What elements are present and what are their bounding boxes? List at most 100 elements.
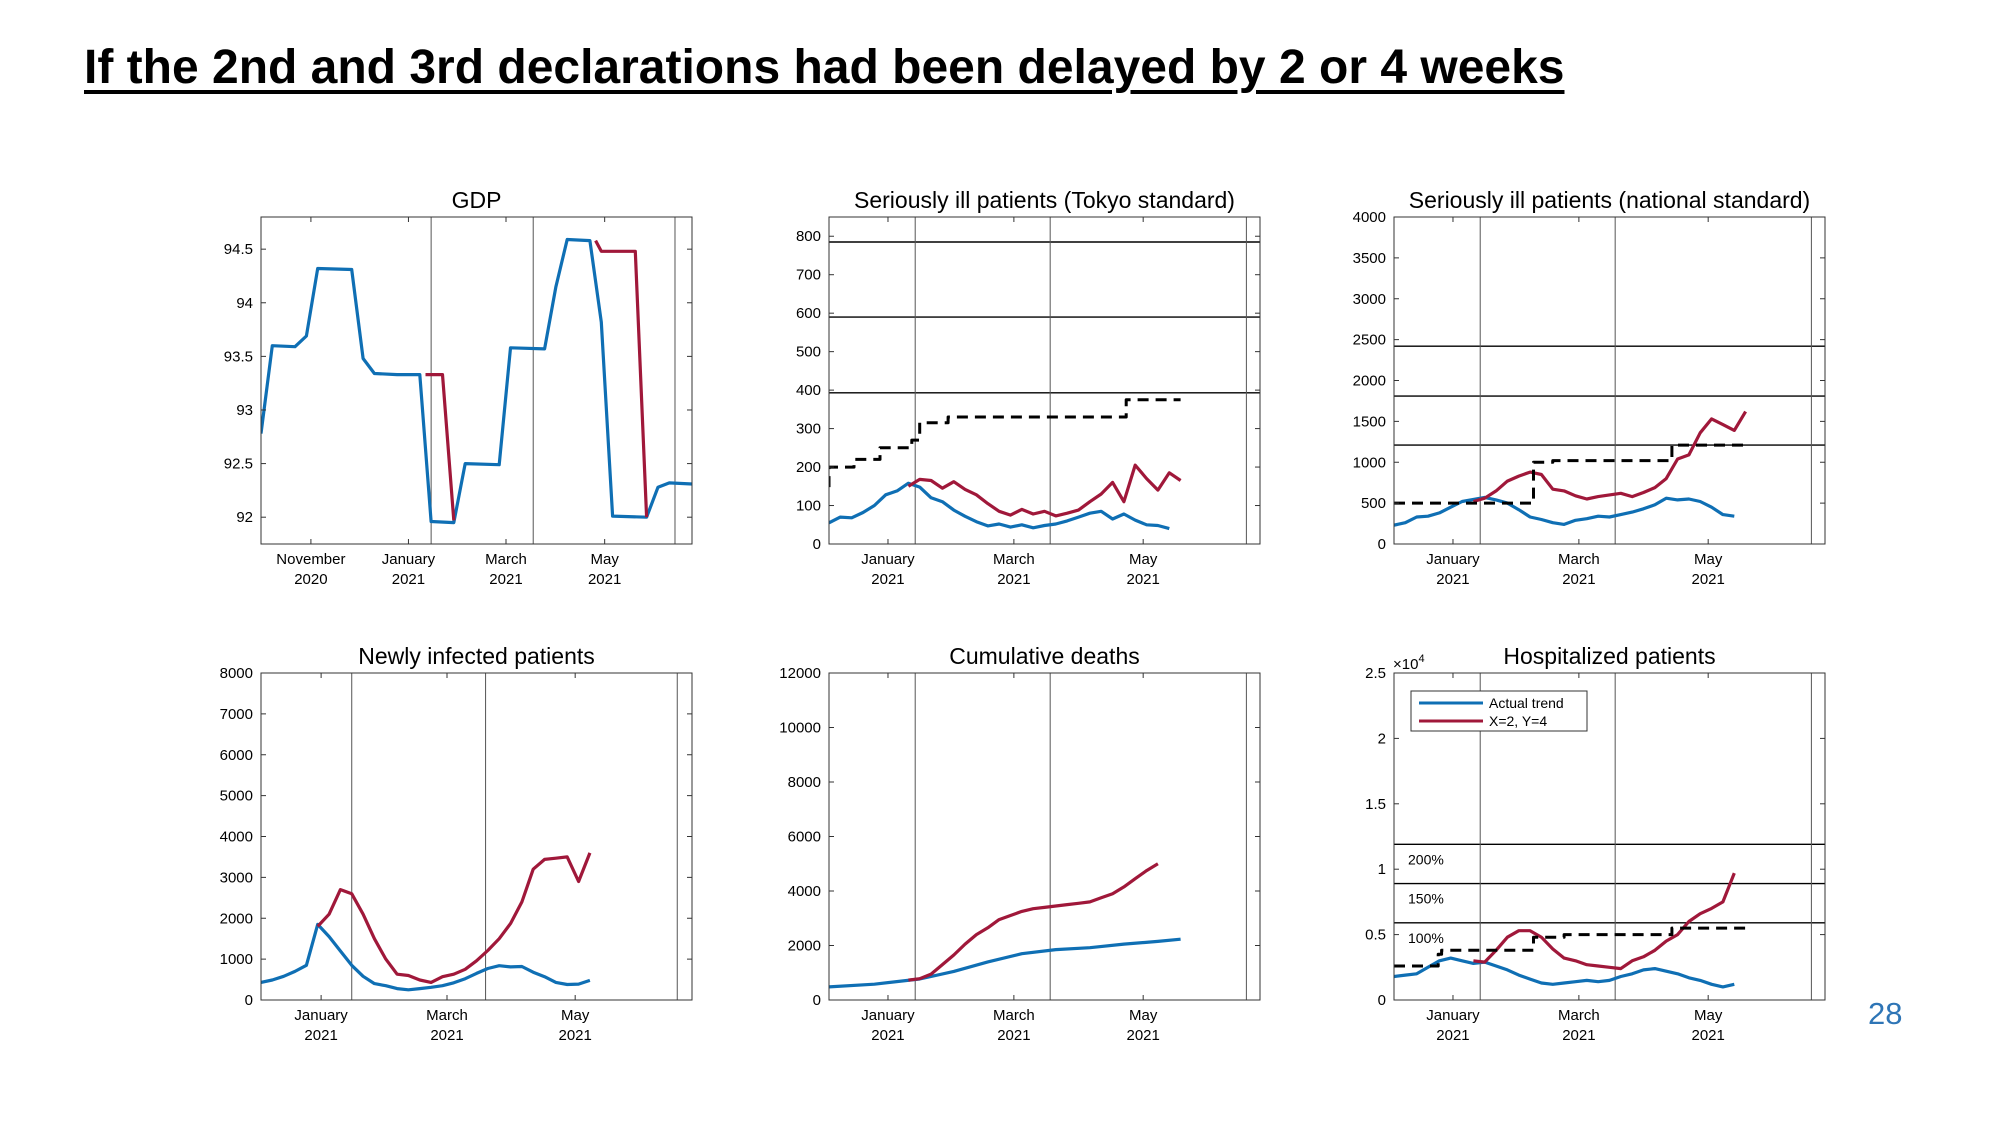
y-tick-label: 2000 bbox=[788, 938, 821, 955]
y-tick-label: 2000 bbox=[1353, 373, 1386, 390]
x-tick-label: March bbox=[485, 551, 527, 568]
x-tick-label-year: 2021 bbox=[997, 1027, 1030, 1044]
x-tick-label: March bbox=[1558, 1007, 1600, 1024]
y-tick-label: 0 bbox=[245, 992, 253, 1009]
plot-frame bbox=[828, 216, 1261, 545]
x-tick-label-year: 2021 bbox=[392, 571, 425, 588]
x-tick-label-year: 2021 bbox=[1562, 1027, 1595, 1044]
y-tick-label: 5000 bbox=[220, 788, 253, 805]
plot-frame bbox=[1393, 672, 1826, 1001]
y-tick-label: 4000 bbox=[788, 883, 821, 900]
chart-title: Hospitalized patients bbox=[1503, 643, 1715, 669]
chart-gdp: GDP 92 92.5 93 93.5 94 94.5 November 2020 January… bbox=[224, 187, 693, 588]
x-tick-label: May bbox=[1694, 1007, 1723, 1024]
series-scenario bbox=[1473, 872, 1736, 971]
slide-title: If the 2nd and 3rd declarations had been… bbox=[84, 41, 1565, 94]
plot-frame bbox=[260, 672, 693, 1001]
threshold-label: 200% bbox=[1408, 851, 1444, 867]
chart-title: Seriously ill patients (Tokyo standard) bbox=[854, 187, 1235, 213]
y-tick-label: 0 bbox=[813, 992, 821, 1009]
axis-exponent: ×104 bbox=[1393, 653, 1425, 673]
series-scenario bbox=[425, 373, 456, 521]
y-tick-label: 2000 bbox=[220, 910, 253, 927]
chart-new-infections: Newly infected patients 0 1000 2000 3000 4000… bbox=[220, 643, 693, 1044]
page-number: 28 bbox=[1868, 996, 1903, 1031]
y-tick-label: 94 bbox=[236, 295, 253, 312]
x-tick-label-year: 2021 bbox=[489, 571, 522, 588]
x-tick-label: January bbox=[1426, 551, 1480, 568]
series-threshold bbox=[1394, 443, 1746, 505]
x-tick-label-year: 2021 bbox=[1691, 571, 1724, 588]
series-scenario bbox=[316, 852, 592, 985]
series-threshold bbox=[829, 398, 1181, 488]
series-actual bbox=[829, 481, 1170, 531]
y-tick-label: 1 bbox=[1378, 861, 1386, 878]
y-tick-label: 3000 bbox=[1353, 291, 1386, 308]
y-tick-label: 92.5 bbox=[224, 456, 253, 473]
y-tick-label: 500 bbox=[1361, 495, 1386, 512]
chart-ill-national: Seriously ill patients (national standar… bbox=[1353, 187, 1826, 588]
x-tick-label: May bbox=[1129, 1007, 1158, 1024]
y-tick-label: 700 bbox=[796, 267, 821, 284]
y-tick-label: 94.5 bbox=[224, 241, 253, 258]
threshold-label: 100% bbox=[1408, 930, 1444, 946]
y-tick-label: 2500 bbox=[1353, 332, 1386, 349]
x-tick-label-year: 2021 bbox=[997, 571, 1030, 588]
series-scenario bbox=[1472, 410, 1747, 504]
y-tick-label: 300 bbox=[796, 421, 821, 438]
x-tick-label-year: 2021 bbox=[304, 1027, 337, 1044]
x-tick-label: March bbox=[426, 1007, 468, 1024]
chart-cumulative-deaths: Cumulative deaths 0 2000 4000 6000 8000 10000 1… bbox=[779, 643, 1261, 1044]
y-tick-label: 93 bbox=[236, 402, 253, 419]
chart-title: Cumulative deaths bbox=[949, 643, 1140, 669]
x-tick-label: January bbox=[294, 1007, 348, 1024]
x-tick-label-year: 2021 bbox=[1126, 571, 1159, 588]
x-tick-label-year: 2021 bbox=[1436, 571, 1469, 588]
x-tick-label: January bbox=[1426, 1007, 1480, 1024]
chart-hospitalized: Hospitalized patients ×104 200% 150% 100% 0 0.… bbox=[1365, 643, 1826, 1044]
x-tick-label: May bbox=[1129, 551, 1158, 568]
series-actual bbox=[261, 237, 692, 525]
y-tick-label: 7000 bbox=[220, 706, 253, 723]
series-scenario bbox=[908, 862, 1159, 982]
x-tick-label-year: 2021 bbox=[1126, 1027, 1159, 1044]
series-scenario bbox=[594, 239, 649, 518]
y-tick-label: 4000 bbox=[220, 829, 253, 846]
y-tick-label: 400 bbox=[796, 382, 821, 399]
y-tick-label: 0.5 bbox=[1365, 927, 1386, 944]
x-tick-label-year: 2021 bbox=[588, 571, 621, 588]
series-threshold bbox=[1394, 926, 1746, 968]
threshold-label: 150% bbox=[1408, 891, 1444, 907]
series-scenario bbox=[907, 463, 1182, 518]
legend-label: X=2, Y=4 bbox=[1489, 713, 1547, 729]
x-tick-label: January bbox=[382, 551, 436, 568]
y-tick-label: 800 bbox=[796, 228, 821, 245]
y-tick-label: 200 bbox=[796, 459, 821, 476]
y-tick-label: 2 bbox=[1378, 730, 1386, 747]
x-tick-label: March bbox=[1558, 551, 1600, 568]
x-tick-label: May bbox=[561, 1007, 590, 1024]
chart-ill-tokyo: Seriously ill patients (Tokyo standard) 0… bbox=[796, 187, 1261, 588]
y-tick-label: 10000 bbox=[779, 720, 821, 737]
y-tick-label: 6000 bbox=[220, 747, 253, 764]
y-tick-label: 1000 bbox=[1353, 454, 1386, 471]
x-tick-label-year: 2020 bbox=[294, 571, 327, 588]
chart-title: Seriously ill patients (national standar… bbox=[1409, 187, 1810, 213]
y-tick-label: 500 bbox=[796, 344, 821, 361]
y-tick-label: 3500 bbox=[1353, 250, 1386, 267]
y-tick-label: 4000 bbox=[1353, 209, 1386, 226]
y-tick-label: 93.5 bbox=[224, 348, 253, 365]
legend-label: Actual trend bbox=[1489, 695, 1564, 711]
y-tick-label: 0 bbox=[813, 536, 821, 553]
y-tick-label: 1.5 bbox=[1365, 796, 1386, 813]
y-tick-label: 0 bbox=[1378, 536, 1386, 553]
x-tick-label-year: 2021 bbox=[871, 1027, 904, 1044]
x-tick-label: March bbox=[993, 551, 1035, 568]
x-tick-label-year: 2021 bbox=[871, 571, 904, 588]
x-tick-label: November bbox=[276, 551, 345, 568]
y-tick-label: 1500 bbox=[1353, 413, 1386, 430]
series-actual bbox=[1394, 956, 1735, 989]
y-tick-label: 0 bbox=[1378, 992, 1386, 1009]
y-tick-label: 3000 bbox=[220, 869, 253, 886]
y-tick-label: 1000 bbox=[220, 951, 253, 968]
